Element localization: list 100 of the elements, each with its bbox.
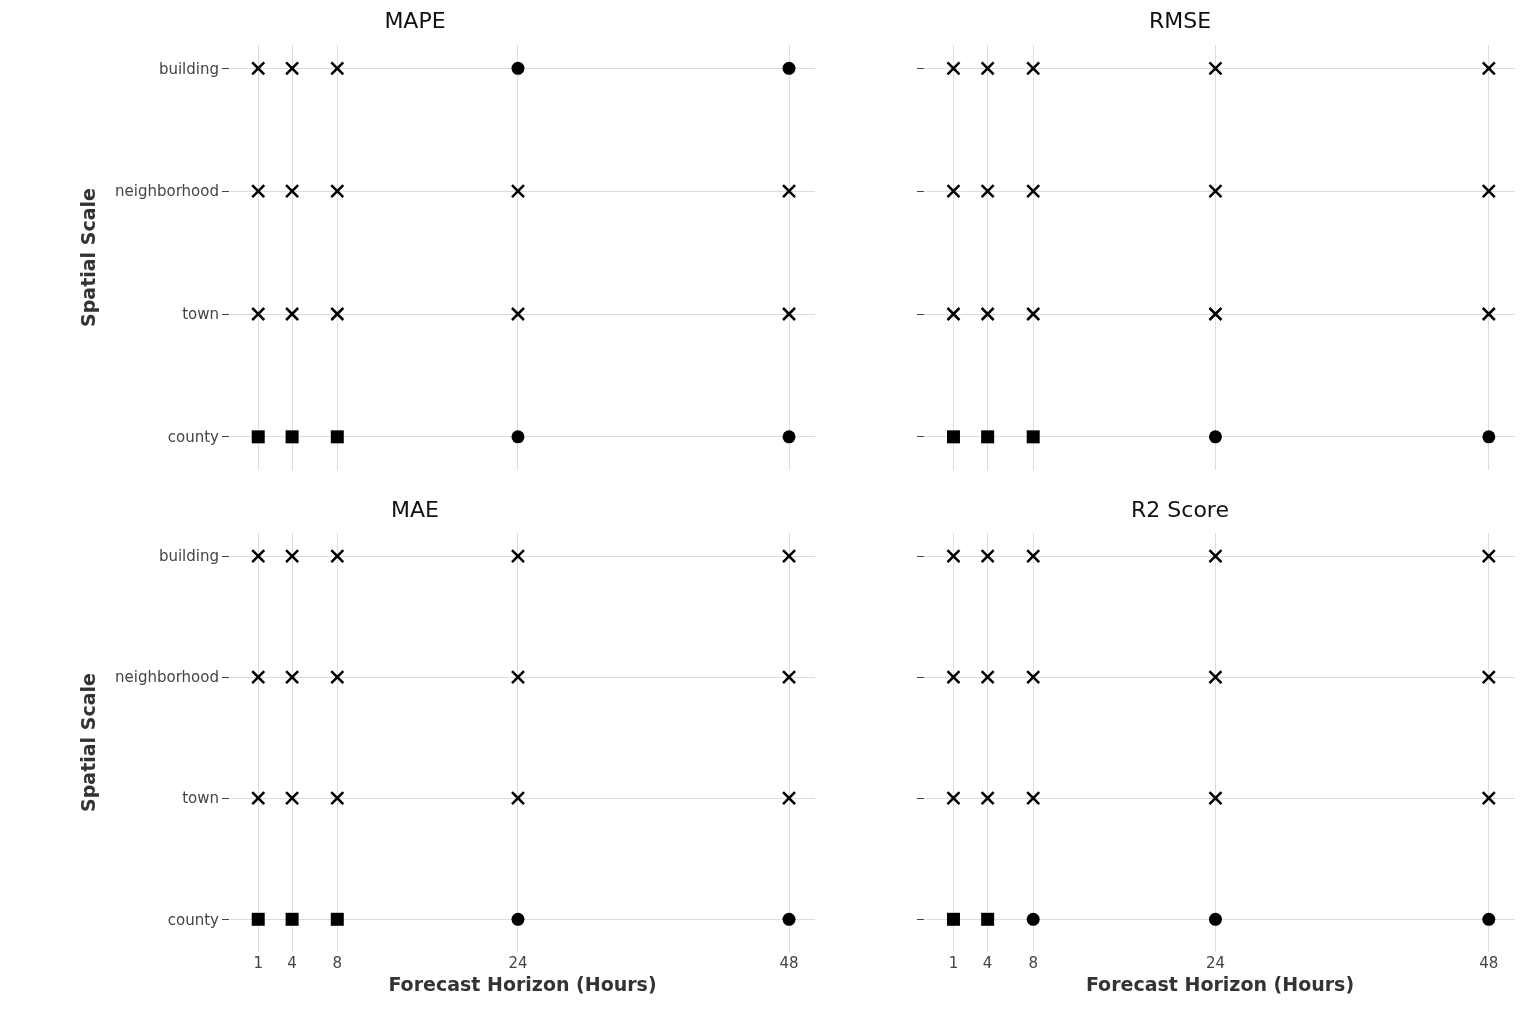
point (330, 183, 345, 199)
point (511, 430, 525, 444)
point (1481, 669, 1497, 685)
point (1026, 912, 1040, 926)
point (1481, 790, 1497, 806)
point (330, 669, 345, 685)
point (782, 61, 796, 75)
y-tick-label: building (158, 59, 219, 78)
point (250, 183, 266, 199)
point (330, 912, 344, 926)
point (250, 790, 266, 806)
point (511, 912, 525, 926)
point (1481, 183, 1497, 199)
x-tick-label: 4 (287, 954, 297, 972)
point (1481, 306, 1497, 322)
point (980, 61, 995, 76)
point (1025, 790, 1041, 806)
point (1208, 61, 1223, 76)
chart-title: RMSE (1148, 7, 1212, 33)
point (946, 790, 961, 806)
point (330, 548, 345, 564)
x-tick-label: 1 (253, 954, 263, 972)
x-tick-label: 8 (332, 954, 343, 972)
point (1026, 430, 1040, 444)
point (980, 183, 995, 199)
point (782, 912, 796, 926)
x-tick-label: 8 (1028, 954, 1038, 972)
point (330, 61, 345, 76)
y-tick-label: county (167, 428, 220, 447)
point (946, 183, 961, 199)
point (781, 548, 797, 564)
point (946, 306, 961, 322)
point (251, 430, 265, 444)
point (1025, 669, 1041, 685)
point (1208, 306, 1223, 322)
y-tick-label: neighborhood (115, 182, 219, 201)
point (1481, 548, 1497, 564)
point (781, 790, 797, 806)
point (980, 669, 995, 685)
point (250, 306, 266, 322)
point (1025, 548, 1041, 564)
point (250, 669, 266, 685)
x-tick-label: 1 (948, 954, 959, 972)
y-tick-label: county (167, 910, 220, 929)
chart-title: MAE (391, 496, 439, 522)
point (980, 790, 995, 806)
point (1208, 183, 1223, 199)
chart-title: MAPE (384, 7, 446, 33)
point (1025, 183, 1041, 199)
point (510, 183, 526, 199)
point (946, 61, 961, 76)
point (250, 548, 266, 564)
y-tick-label: town (182, 789, 219, 808)
point (251, 912, 265, 926)
point (250, 61, 266, 76)
point (284, 669, 300, 685)
point (946, 912, 960, 926)
point (1482, 912, 1496, 926)
y-tick-label: building (158, 547, 219, 566)
point (1208, 790, 1223, 806)
point (1025, 61, 1041, 76)
x-tick-label: 24 (508, 954, 528, 972)
point (1025, 306, 1041, 322)
point (1208, 912, 1222, 926)
point (284, 548, 300, 564)
x-tick-label: 24 (1205, 954, 1225, 972)
point (510, 306, 526, 322)
point (946, 430, 960, 444)
point (946, 669, 961, 685)
point (330, 306, 345, 322)
x-axis-title: Forecast Horizon (Hours) (1085, 972, 1355, 995)
point (284, 183, 300, 199)
point (1208, 430, 1222, 444)
point (1481, 61, 1497, 76)
point (781, 183, 797, 199)
point (1208, 548, 1223, 564)
point (1482, 430, 1496, 444)
point (330, 790, 345, 806)
point (981, 912, 995, 926)
point (330, 430, 344, 444)
point (781, 669, 797, 685)
point (284, 61, 300, 76)
y-tick-label: neighborhood (115, 668, 219, 687)
y-axis-title: Spatial Scale (76, 188, 99, 327)
point (510, 790, 526, 806)
point (285, 912, 299, 926)
point (510, 548, 526, 564)
chart-title: R2 Score (1131, 496, 1229, 522)
point (284, 306, 300, 322)
x-axis-title: Forecast Horizon (Hours) (388, 972, 657, 995)
point (946, 548, 961, 564)
point (782, 430, 796, 444)
point (285, 430, 299, 444)
point (510, 669, 526, 685)
point (980, 548, 995, 564)
x-tick-label: 4 (982, 954, 993, 972)
point (284, 790, 300, 806)
y-axis-title: Spatial Scale (76, 673, 99, 812)
point (781, 306, 797, 322)
point (980, 306, 995, 322)
